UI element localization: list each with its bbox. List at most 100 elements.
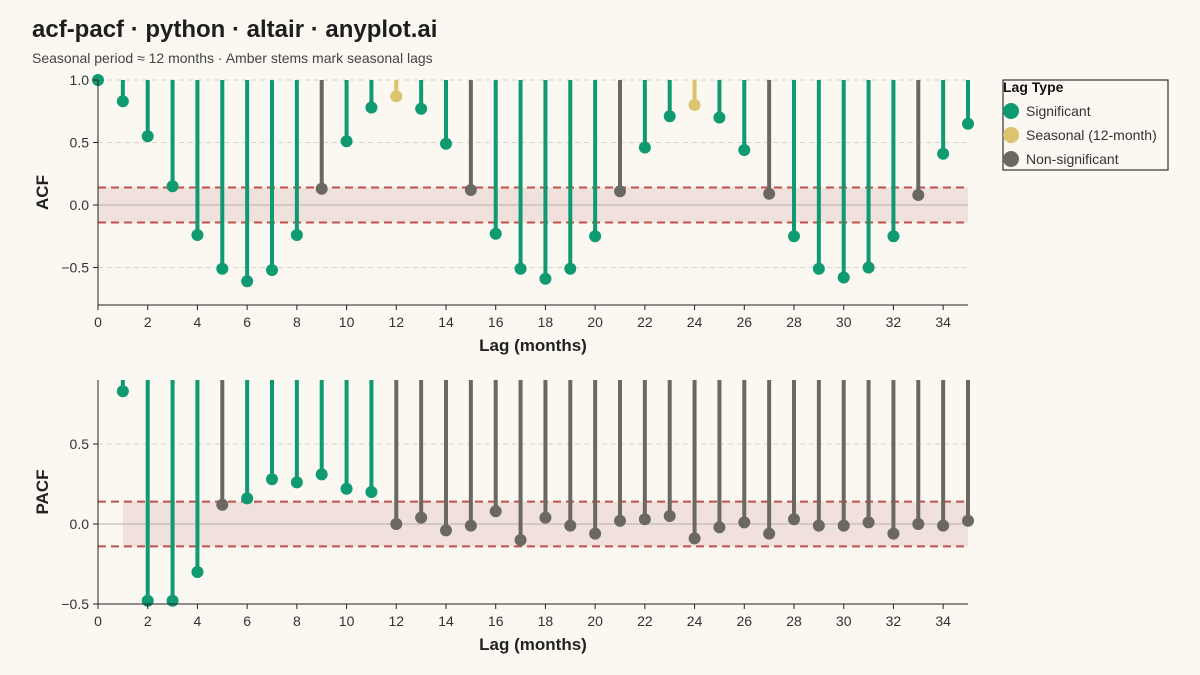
acf-point-lag-20 xyxy=(589,230,602,243)
pacf-x-tick-label: 16 xyxy=(488,613,504,629)
legend-swatch-0 xyxy=(1003,103,1019,119)
acf-x-tick-label: 26 xyxy=(736,314,752,330)
acf-point-lag-5 xyxy=(216,262,229,275)
pacf-point-lag-17 xyxy=(514,534,527,546)
acf-point-lag-30 xyxy=(837,271,850,284)
pacf-y-tick-label: 0.5 xyxy=(70,436,90,452)
pacf-x-tick-label: 12 xyxy=(388,613,404,629)
pacf-point-lag-24 xyxy=(688,532,701,545)
acf-point-lag-21 xyxy=(614,185,626,198)
pacf-x-tick-label: 26 xyxy=(736,613,752,629)
acf-point-lag-23 xyxy=(663,110,676,123)
acf-point-lag-10 xyxy=(340,135,353,148)
acf-x-tick-label: 10 xyxy=(339,314,355,330)
acf-point-lag-29 xyxy=(812,262,825,275)
acf-point-lag-12 xyxy=(390,90,403,103)
pacf-x-axis-label: Lag (months) xyxy=(479,635,587,654)
pacf-point-lag-7 xyxy=(266,473,278,486)
acf-point-lag-15 xyxy=(464,184,477,196)
pacf-x-tick-label: 34 xyxy=(935,613,951,629)
chart-title: acf-pacf · python · altair · anyplot.ai xyxy=(32,16,438,43)
pacf-x-tick-label: 30 xyxy=(836,613,852,629)
pacf-point-lag-11 xyxy=(365,486,378,498)
acf-point-lag-14 xyxy=(440,137,452,150)
acf-point-lag-26 xyxy=(738,144,751,156)
acf-x-tick-label: 34 xyxy=(935,314,951,330)
pacf-point-lag-12 xyxy=(390,518,403,530)
pacf-point-lag-32 xyxy=(887,527,900,540)
pacf-point-lag-29 xyxy=(812,519,825,532)
acf-point-lag-33 xyxy=(912,189,925,201)
pacf-x-tick-label: 2 xyxy=(144,613,152,629)
pacf-x-tick-label: 20 xyxy=(587,613,603,629)
pacf-x-tick-label: 14 xyxy=(438,613,454,629)
legend: Lag Type Significant Seasonal (12-month) No… xyxy=(1002,79,1169,171)
pacf-x-tick-label: 32 xyxy=(886,613,902,629)
acf-x-tick-label: 18 xyxy=(538,314,554,330)
acf-point-lag-17 xyxy=(514,262,527,275)
pacf-point-lag-20 xyxy=(589,527,602,540)
acf-point-lag-1 xyxy=(116,95,129,108)
acf-y-axis-label: ACF xyxy=(33,175,52,210)
acf-point-lag-9 xyxy=(315,182,328,195)
acf-y-tick-label: 0.0 xyxy=(70,197,90,213)
acf-point-lag-6 xyxy=(241,275,254,288)
acf-x-tick-label: 28 xyxy=(786,314,802,330)
pacf-x-tick-label: 18 xyxy=(538,613,554,629)
pacf-point-lag-4 xyxy=(191,566,204,578)
acf-x-tick-label: 6 xyxy=(243,314,251,330)
acf-point-lag-4 xyxy=(191,229,204,241)
pacf-y-axis-label: PACF xyxy=(33,469,52,514)
pacf-panel: −0.50.00.50 2 4 6 8 10 12 14 16 18 20 22 24 26 28 30 32 3… xyxy=(33,380,974,654)
acf-point-lag-24 xyxy=(688,99,701,111)
acf-x-tick-label: 4 xyxy=(194,314,202,330)
pacf-point-lag-8 xyxy=(290,476,303,489)
acf-x-tick-label: 24 xyxy=(687,314,703,330)
pacf-x-tick-label: 4 xyxy=(194,613,202,629)
acf-panel: −0.50.00.51.00 2 4 6 8 10 12 14 16 18 20 22 24 26 28 30… xyxy=(33,72,974,355)
pacf-point-lag-19 xyxy=(564,519,577,532)
pacf-point-lag-18 xyxy=(539,511,552,524)
pacf-point-lag-1 xyxy=(116,385,129,398)
pacf-x-tick-label: 24 xyxy=(687,613,703,629)
legend-swatch-1 xyxy=(1003,127,1019,143)
acf-point-lag-25 xyxy=(713,111,726,124)
pacf-y-tick-label: −0.5 xyxy=(61,596,89,612)
legend-title: Lag Type xyxy=(1003,79,1064,95)
pacf-point-lag-23 xyxy=(663,510,676,522)
pacf-point-lag-5 xyxy=(216,498,229,511)
acf-x-tick-label: 22 xyxy=(637,314,653,330)
legend-item-label: Seasonal (12-month) xyxy=(1026,127,1157,143)
pacf-point-lag-6 xyxy=(241,492,254,505)
pacf-point-lag-28 xyxy=(788,513,800,526)
acf-x-tick-label: 12 xyxy=(388,314,404,330)
acf-x-tick-label: 20 xyxy=(587,314,603,330)
pacf-point-lag-33 xyxy=(912,518,925,530)
acf-x-tick-label: 16 xyxy=(488,314,504,330)
acf-point-lag-27 xyxy=(763,187,776,200)
acf-point-lag-31 xyxy=(862,261,875,274)
acf-point-lag-18 xyxy=(539,272,552,285)
acf-point-lag-8 xyxy=(290,229,303,241)
pacf-point-lag-3 xyxy=(166,594,179,607)
pacf-point-lag-22 xyxy=(638,513,651,526)
acf-point-lag-11 xyxy=(365,101,378,114)
acf-y-tick-label: 1.0 xyxy=(70,72,90,88)
pacf-point-lag-21 xyxy=(614,514,626,527)
chart-subtitle: Seasonal period ≈ 12 months · Amber stem… xyxy=(32,50,433,66)
legend-item-label: Non-significant xyxy=(1026,151,1119,167)
pacf-point-lag-31 xyxy=(862,516,875,529)
pacf-point-lag-16 xyxy=(489,505,502,518)
acf-point-lag-28 xyxy=(788,230,800,243)
acf-x-tick-label: 32 xyxy=(886,314,902,330)
acf-x-tick-label: 30 xyxy=(836,314,852,330)
pacf-point-lag-15 xyxy=(464,519,477,532)
acf-point-lag-13 xyxy=(415,102,428,115)
acf-y-tick-label: −0.5 xyxy=(61,260,89,276)
pacf-point-lag-34 xyxy=(937,519,950,532)
pacf-point-lag-27 xyxy=(763,527,776,540)
pacf-x-tick-label: 28 xyxy=(786,613,802,629)
acf-point-lag-2 xyxy=(141,130,154,143)
acf-point-lag-16 xyxy=(489,227,502,240)
